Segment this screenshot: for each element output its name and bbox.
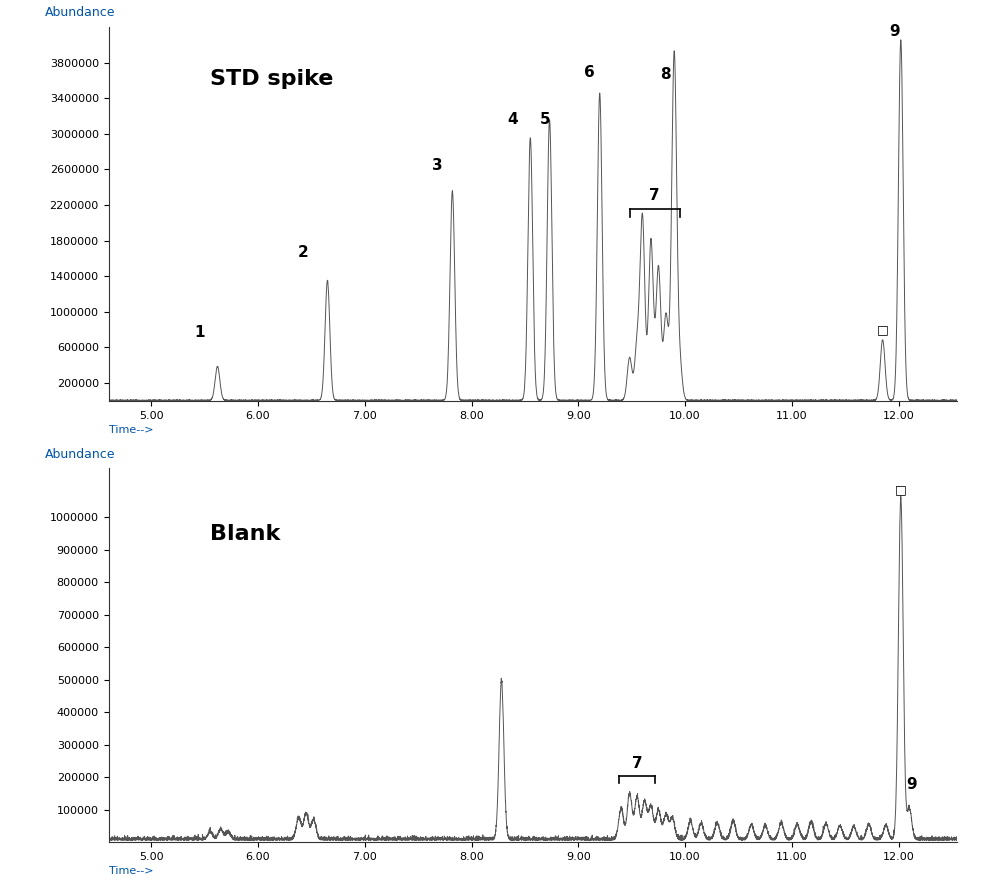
Text: Time-->: Time--> xyxy=(108,425,153,435)
Text: 3: 3 xyxy=(432,158,443,173)
Text: 7: 7 xyxy=(631,755,642,771)
Text: 8: 8 xyxy=(660,67,670,82)
Text: 9: 9 xyxy=(905,777,916,792)
Text: 1: 1 xyxy=(194,325,204,340)
Text: Blank: Blank xyxy=(210,524,280,544)
Text: 4: 4 xyxy=(507,112,517,126)
Text: Abundance: Abundance xyxy=(45,6,115,20)
Text: 7: 7 xyxy=(649,188,660,203)
Text: □: □ xyxy=(894,483,906,495)
Text: 5: 5 xyxy=(539,112,550,126)
Text: 6: 6 xyxy=(583,65,594,81)
Text: 2: 2 xyxy=(297,246,308,260)
Text: 9: 9 xyxy=(888,24,899,39)
Text: STD spike: STD spike xyxy=(210,69,333,89)
Text: Abundance: Abundance xyxy=(45,448,115,461)
Text: Time-->: Time--> xyxy=(108,866,153,876)
Text: □: □ xyxy=(876,323,887,336)
